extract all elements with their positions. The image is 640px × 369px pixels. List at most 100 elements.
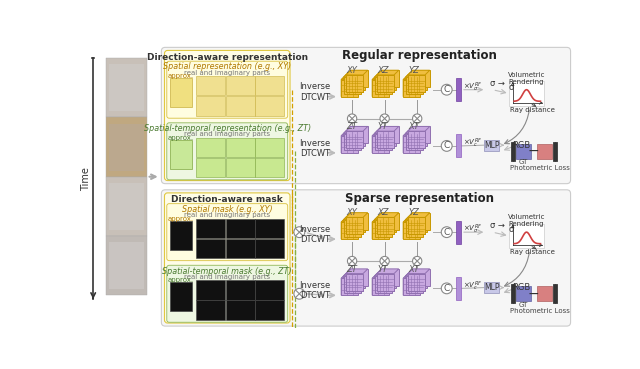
Circle shape bbox=[294, 227, 305, 238]
Text: MLP: MLP bbox=[484, 283, 499, 292]
Text: Direction-aware mask: Direction-aware mask bbox=[172, 195, 283, 204]
FancyBboxPatch shape bbox=[167, 61, 288, 118]
Text: C: C bbox=[444, 284, 450, 293]
Text: YZ: YZ bbox=[409, 208, 420, 217]
Text: GT: GT bbox=[519, 301, 528, 307]
FancyBboxPatch shape bbox=[161, 190, 571, 326]
Text: Volumetric
Rendering: Volumetric Rendering bbox=[508, 72, 545, 85]
Polygon shape bbox=[403, 217, 425, 222]
Bar bbox=[196, 280, 225, 300]
Bar bbox=[413, 70, 430, 87]
Polygon shape bbox=[344, 215, 365, 220]
Text: Time: Time bbox=[81, 167, 92, 190]
Text: −: − bbox=[528, 144, 540, 158]
Polygon shape bbox=[341, 75, 346, 97]
Bar bbox=[346, 274, 363, 290]
Polygon shape bbox=[377, 213, 399, 217]
Bar bbox=[516, 144, 531, 159]
Bar bbox=[456, 134, 461, 158]
Bar bbox=[341, 222, 358, 239]
Polygon shape bbox=[403, 75, 425, 80]
Circle shape bbox=[441, 85, 452, 95]
Text: Direction-aware representation: Direction-aware representation bbox=[147, 53, 308, 62]
Text: XY: XY bbox=[347, 208, 358, 217]
Text: σ →: σ → bbox=[490, 221, 505, 231]
Bar bbox=[403, 278, 420, 295]
Text: Inverse
DTCWT: Inverse DTCWT bbox=[300, 82, 330, 102]
Text: Spatial-temporal mask (e.g., ZT): Spatial-temporal mask (e.g., ZT) bbox=[163, 266, 292, 276]
Bar bbox=[380, 215, 396, 232]
Polygon shape bbox=[406, 271, 410, 293]
Text: XZ: XZ bbox=[378, 66, 389, 75]
Text: Photometric Loss: Photometric Loss bbox=[510, 308, 570, 314]
Bar bbox=[456, 78, 461, 101]
Polygon shape bbox=[374, 73, 380, 94]
Polygon shape bbox=[346, 70, 351, 92]
Bar bbox=[255, 96, 284, 115]
Circle shape bbox=[380, 114, 389, 123]
Polygon shape bbox=[377, 127, 399, 131]
Bar bbox=[456, 277, 461, 300]
Polygon shape bbox=[344, 73, 365, 77]
Text: RGB: RGB bbox=[512, 283, 530, 292]
Bar bbox=[106, 177, 147, 236]
Polygon shape bbox=[377, 269, 399, 274]
Bar bbox=[170, 140, 191, 169]
Polygon shape bbox=[374, 271, 380, 293]
Bar bbox=[255, 138, 284, 157]
Polygon shape bbox=[374, 215, 380, 237]
Bar bbox=[348, 129, 365, 146]
Bar bbox=[484, 282, 499, 293]
Polygon shape bbox=[346, 213, 368, 217]
Bar bbox=[196, 76, 225, 96]
Bar bbox=[346, 75, 363, 92]
Bar bbox=[377, 75, 394, 92]
Circle shape bbox=[441, 283, 452, 294]
Polygon shape bbox=[406, 129, 410, 151]
Text: Spatial-temporal representation (e.g., ZT): Spatial-temporal representation (e.g., Z… bbox=[144, 124, 311, 133]
Bar bbox=[346, 217, 363, 234]
Bar bbox=[351, 70, 368, 87]
Polygon shape bbox=[403, 274, 425, 278]
Bar bbox=[106, 58, 147, 117]
Bar bbox=[109, 242, 145, 289]
Polygon shape bbox=[408, 127, 430, 131]
Polygon shape bbox=[344, 271, 365, 276]
Text: ZT: ZT bbox=[347, 265, 358, 274]
Text: approx.: approx. bbox=[168, 73, 194, 79]
Polygon shape bbox=[341, 131, 346, 153]
FancyBboxPatch shape bbox=[161, 47, 571, 184]
Bar bbox=[410, 271, 428, 288]
Bar bbox=[403, 80, 420, 97]
Circle shape bbox=[348, 256, 356, 266]
Bar bbox=[403, 222, 420, 239]
Polygon shape bbox=[344, 271, 348, 293]
Bar bbox=[351, 213, 368, 230]
Bar bbox=[196, 158, 225, 177]
Circle shape bbox=[294, 288, 305, 299]
Bar bbox=[381, 127, 399, 144]
Polygon shape bbox=[403, 217, 408, 239]
Bar bbox=[346, 75, 363, 92]
Text: MLP: MLP bbox=[484, 141, 499, 150]
Polygon shape bbox=[346, 127, 351, 148]
Bar bbox=[406, 220, 422, 237]
Bar bbox=[225, 138, 255, 157]
Bar bbox=[374, 276, 392, 293]
Polygon shape bbox=[403, 131, 408, 153]
Polygon shape bbox=[377, 213, 381, 234]
Bar bbox=[106, 117, 147, 177]
Text: Inverse
DTCWT: Inverse DTCWT bbox=[300, 225, 330, 244]
Polygon shape bbox=[372, 274, 377, 295]
Bar bbox=[410, 129, 428, 146]
Polygon shape bbox=[341, 274, 363, 278]
Bar bbox=[372, 136, 389, 153]
Bar bbox=[225, 76, 255, 96]
Bar bbox=[225, 239, 255, 258]
Bar bbox=[536, 286, 552, 301]
Text: YZ: YZ bbox=[409, 66, 420, 75]
Polygon shape bbox=[372, 75, 377, 97]
Bar bbox=[346, 274, 363, 290]
Bar bbox=[348, 73, 365, 90]
Bar bbox=[408, 217, 425, 234]
